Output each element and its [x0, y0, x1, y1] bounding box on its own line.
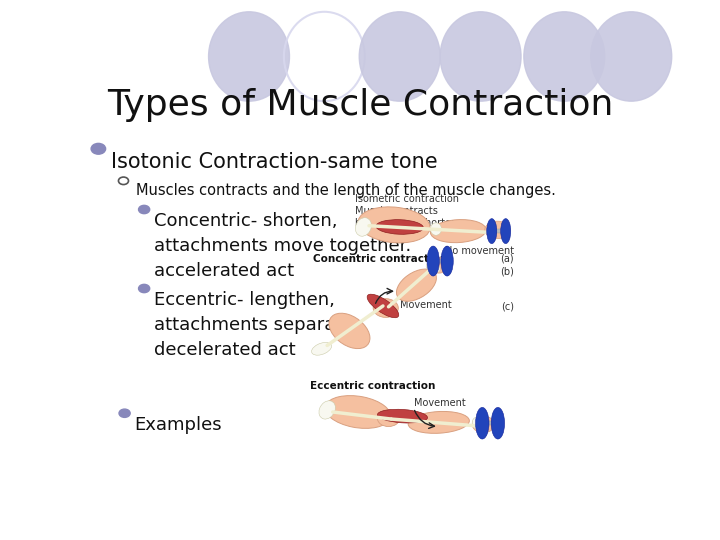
Ellipse shape: [487, 219, 497, 244]
Circle shape: [91, 144, 106, 154]
Circle shape: [138, 205, 150, 214]
Bar: [492, 230, 505, 233]
Circle shape: [119, 409, 130, 417]
Ellipse shape: [524, 12, 605, 101]
Ellipse shape: [325, 396, 391, 428]
Ellipse shape: [428, 258, 449, 273]
Ellipse shape: [397, 269, 436, 301]
Text: Examples: Examples: [135, 416, 222, 434]
Text: Isometric contraction
Muscle contracts
but does not shorten: Isometric contraction Muscle contracts b…: [355, 194, 459, 228]
Text: Types of Muscle Contraction: Types of Muscle Contraction: [107, 87, 613, 122]
Ellipse shape: [377, 410, 400, 427]
Text: Movement: Movement: [414, 399, 465, 408]
Ellipse shape: [367, 294, 399, 318]
Ellipse shape: [312, 342, 331, 355]
Ellipse shape: [329, 313, 370, 349]
Ellipse shape: [472, 416, 495, 433]
Ellipse shape: [359, 12, 440, 101]
Ellipse shape: [441, 246, 454, 276]
Ellipse shape: [431, 223, 441, 235]
Ellipse shape: [408, 411, 469, 433]
Bar: [433, 259, 447, 263]
Ellipse shape: [440, 12, 521, 101]
Ellipse shape: [476, 407, 489, 439]
Circle shape: [138, 285, 150, 293]
Text: (b): (b): [500, 266, 514, 276]
Text: (c): (c): [501, 302, 514, 312]
Text: Eccentric- lengthen,
attachments separate
decelerated act: Eccentric- lengthen, attachments separat…: [154, 292, 354, 360]
Ellipse shape: [491, 407, 505, 439]
Ellipse shape: [485, 221, 510, 239]
Bar: [482, 421, 498, 425]
Ellipse shape: [431, 220, 486, 242]
Text: Concentric contraction: Concentric contraction: [313, 254, 447, 264]
Ellipse shape: [500, 219, 510, 244]
Text: (a): (a): [500, 254, 514, 264]
Ellipse shape: [356, 218, 372, 236]
Text: Movement: Movement: [400, 300, 451, 310]
Ellipse shape: [427, 246, 439, 276]
Ellipse shape: [209, 12, 289, 101]
Ellipse shape: [426, 263, 440, 273]
Text: Concentric- shorten,
attachments move together.
accelerated act: Concentric- shorten, attachments move to…: [154, 212, 411, 280]
Text: Isotonic Contraction-same tone: Isotonic Contraction-same tone: [111, 152, 438, 172]
Ellipse shape: [472, 417, 483, 429]
Text: Muscles contracts and the length of the muscle changes.: Muscles contracts and the length of the …: [136, 183, 556, 198]
Ellipse shape: [319, 401, 336, 419]
Ellipse shape: [591, 12, 672, 101]
Text: Eccentric contraction: Eccentric contraction: [310, 381, 436, 391]
Ellipse shape: [358, 207, 430, 243]
Ellipse shape: [376, 220, 423, 234]
Text: No movement: No movement: [445, 246, 514, 255]
Ellipse shape: [373, 299, 398, 318]
Ellipse shape: [377, 409, 428, 423]
